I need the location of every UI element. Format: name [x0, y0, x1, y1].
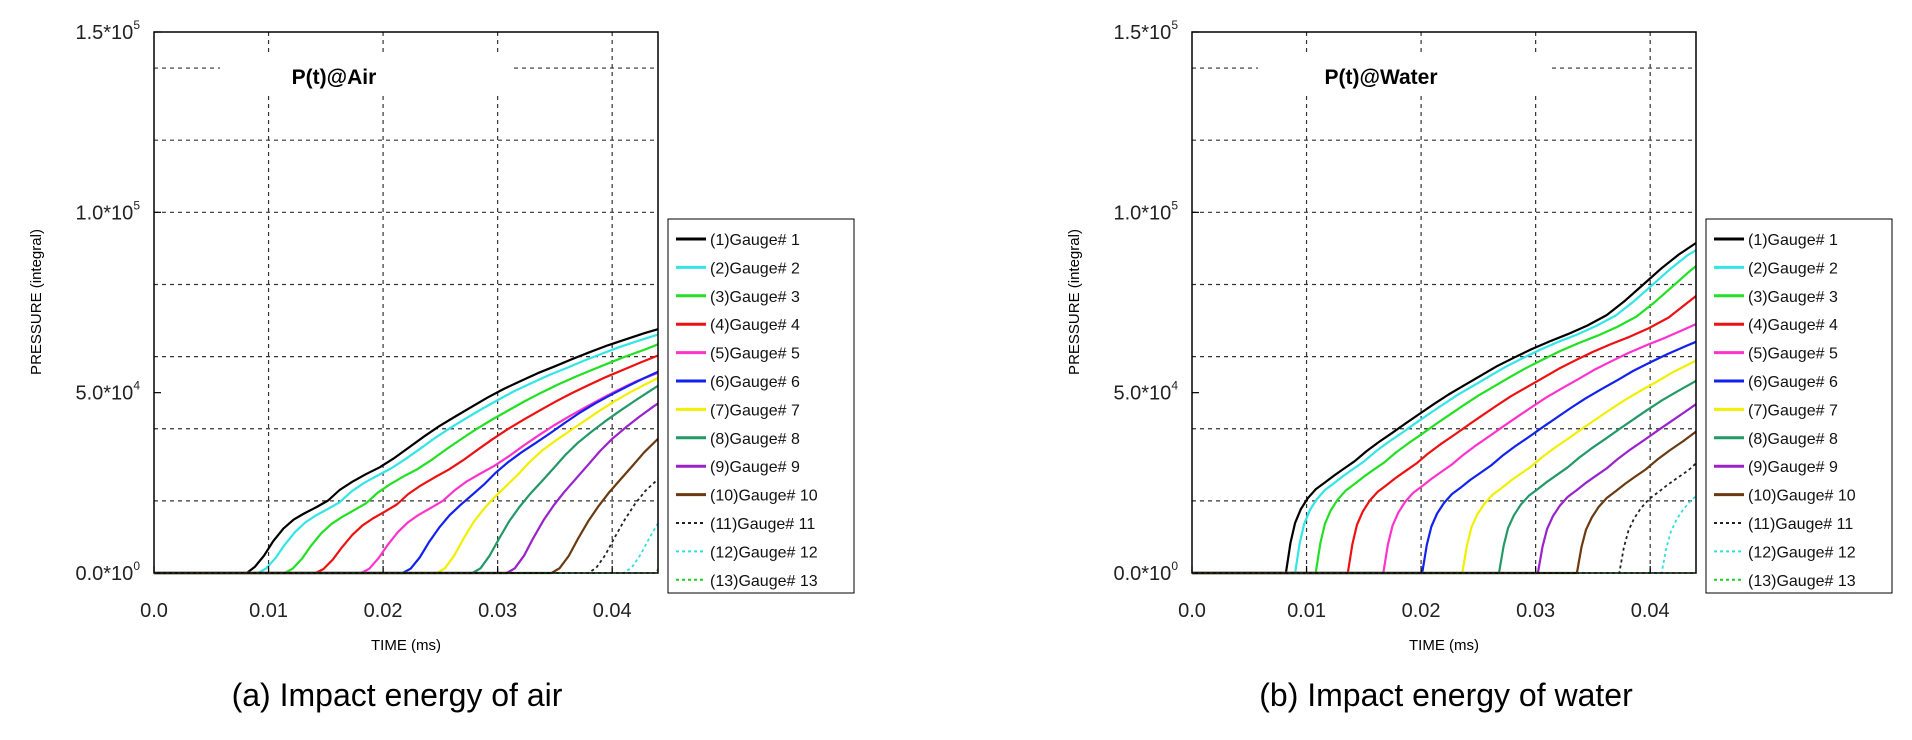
series-line-air-13 [154, 568, 659, 574]
legend-label-water-7: (7)Gauge# 7 [1748, 402, 1838, 419]
axes-water [1191, 31, 1697, 574]
series-line-water-8 [1192, 379, 1697, 575]
y-tick-label-water-0: 0.0*100 [1113, 559, 1178, 585]
series-line-water-9 [1192, 403, 1697, 575]
legend-label-water-13: (13)Gauge# 13 [1748, 573, 1856, 590]
x-tick-label-water-0: 0.0 [1178, 600, 1206, 622]
series-line-water-3 [1192, 265, 1697, 575]
x-tick-label-water-4: 0.04 [1631, 600, 1670, 622]
legend-label-water-5: (5)Gauge# 5 [1748, 346, 1838, 363]
series-line-water-5 [1192, 323, 1697, 575]
series-water [1192, 242, 1697, 575]
legend-label-air-5: (5)Gauge# 5 [710, 346, 800, 363]
legend-label-air-11: (11)Gauge# 11 [710, 516, 815, 533]
legend-label-water-3: (3)Gauge# 3 [1748, 289, 1838, 306]
legend-label-air-3: (3)Gauge# 3 [710, 289, 800, 306]
legend-water: (1)Gauge# 1 (2)Gauge# 2 (3)Gauge# 3 (4)Gaug… [1705, 218, 1893, 594]
x-axis-label-water: TIME (ms) [1409, 637, 1479, 654]
series-line-air-4 [154, 354, 659, 575]
legend-label-water-9: (9)Gauge# 9 [1748, 459, 1838, 476]
series-line-water-7 [1192, 359, 1697, 575]
series-air [154, 328, 659, 575]
chart-air: 0.0 0.01 0.02 0.03 0.04 0.0*100 5.0*104 1.0*105… [28, 18, 855, 713]
title-background-water [1258, 52, 1550, 92]
x-tick-label-air-3: 0.03 [478, 600, 517, 622]
legend-label-air-6: (6)Gauge# 6 [710, 374, 800, 391]
legend-label-air-9: (9)Gauge# 9 [710, 459, 800, 476]
legend-label-air-13: (13)Gauge# 13 [710, 573, 818, 590]
x-tick-label-water-2: 0.02 [1402, 600, 1441, 622]
title-background-air [220, 52, 512, 92]
series-line-air-6 [154, 370, 659, 575]
series-line-water-12 [1192, 495, 1697, 574]
y-tick-label-water-1: 5.0*104 [1113, 379, 1178, 405]
ticks-water: 0.0 0.01 0.02 0.03 0.04 0.0*100 5.0*104 1.0*105… [1113, 18, 1669, 622]
y-tick-label-air-1: 5.0*104 [75, 379, 140, 405]
series-line-water-1 [1192, 242, 1697, 575]
y-tick-label-air-2: 1.0*105 [75, 198, 140, 224]
plot-frame-air [153, 31, 659, 574]
legend-label-air-8: (8)Gauge# 8 [710, 431, 800, 448]
series-line-air-7 [154, 376, 659, 575]
series-line-air-11 [154, 478, 659, 574]
y-axis-label-air: PRESSURE (integral) [28, 229, 45, 375]
legend-label-water-1: (1)Gauge# 1 [1748, 232, 1838, 249]
y-tick-label-water-2: 1.0*105 [1113, 198, 1178, 224]
x-tick-label-air-4: 0.04 [593, 600, 632, 622]
series-line-air-9 [154, 402, 659, 575]
legend-label-water-6: (6)Gauge# 6 [1748, 374, 1838, 391]
legend-air: (1)Gauge# 1 (2)Gauge# 2 (3)Gauge# 3 (4)Gaug… [667, 218, 855, 594]
legend-label-air-12: (12)Gauge# 12 [710, 544, 818, 561]
chart-water: 0.0 0.01 0.02 0.03 0.04 0.0*100 5.0*104 1.0*105… [1066, 18, 1893, 713]
plot-frame-water [1191, 31, 1697, 574]
chart-title-air: P(t)@Air [292, 66, 377, 89]
x-tick-label-air-1: 0.01 [249, 600, 288, 622]
series-line-air-3 [154, 343, 659, 575]
series-line-water-2 [1192, 249, 1697, 575]
legend-label-air-4: (4)Gauge# 4 [710, 317, 800, 334]
legend-label-air-1: (1)Gauge# 1 [710, 232, 800, 249]
legend-frame-water [1705, 218, 1893, 594]
series-line-air-1 [154, 328, 659, 575]
legend-frame-air [667, 218, 855, 594]
x-tick-label-air-2: 0.02 [364, 600, 403, 622]
legend-label-water-12: (12)Gauge# 12 [1748, 544, 1856, 561]
series-line-water-4 [1192, 295, 1697, 575]
y-tick-label-water-3: 1.5*105 [1113, 18, 1178, 44]
x-axis-label-air: TIME (ms) [371, 637, 441, 654]
legend-label-water-11: (11)Gauge# 11 [1748, 516, 1853, 533]
y-tick-label-air-3: 1.5*105 [75, 18, 140, 44]
legend-label-water-10: (10)Gauge# 10 [1748, 488, 1856, 505]
ticks-air: 0.0 0.01 0.02 0.03 0.04 0.0*100 5.0*104 1.0*105… [75, 18, 631, 622]
legend-label-air-2: (2)Gauge# 2 [710, 260, 800, 277]
y-tick-label-air-0: 0.0*100 [75, 559, 140, 585]
y-axis-label-water: PRESSURE (integral) [1066, 229, 1083, 375]
legend-label-water-2: (2)Gauge# 2 [1748, 260, 1838, 277]
x-tick-label-water-3: 0.03 [1516, 600, 1555, 622]
series-line-water-10 [1192, 430, 1697, 575]
series-line-air-10 [154, 438, 659, 575]
grid-air [154, 32, 658, 573]
chart-title-water: P(t)@Water [1324, 66, 1437, 89]
series-line-water-6 [1192, 340, 1697, 575]
legend-label-air-10: (10)Gauge# 10 [710, 488, 818, 505]
legend-label-water-8: (8)Gauge# 8 [1748, 431, 1838, 448]
legend-label-water-4: (4)Gauge# 4 [1748, 317, 1838, 334]
series-line-air-5 [154, 371, 659, 575]
caption-air: (a) Impact energy of air [232, 677, 563, 713]
x-tick-label-water-1: 0.01 [1287, 600, 1326, 622]
grid-water [1192, 32, 1696, 573]
axes-air [153, 31, 659, 574]
caption-water: (b) Impact energy of water [1259, 677, 1633, 713]
x-tick-label-air-0: 0.0 [140, 600, 168, 622]
series-line-air-8 [154, 384, 659, 575]
legend-label-air-7: (7)Gauge# 7 [710, 402, 800, 419]
series-line-air-2 [154, 333, 659, 575]
